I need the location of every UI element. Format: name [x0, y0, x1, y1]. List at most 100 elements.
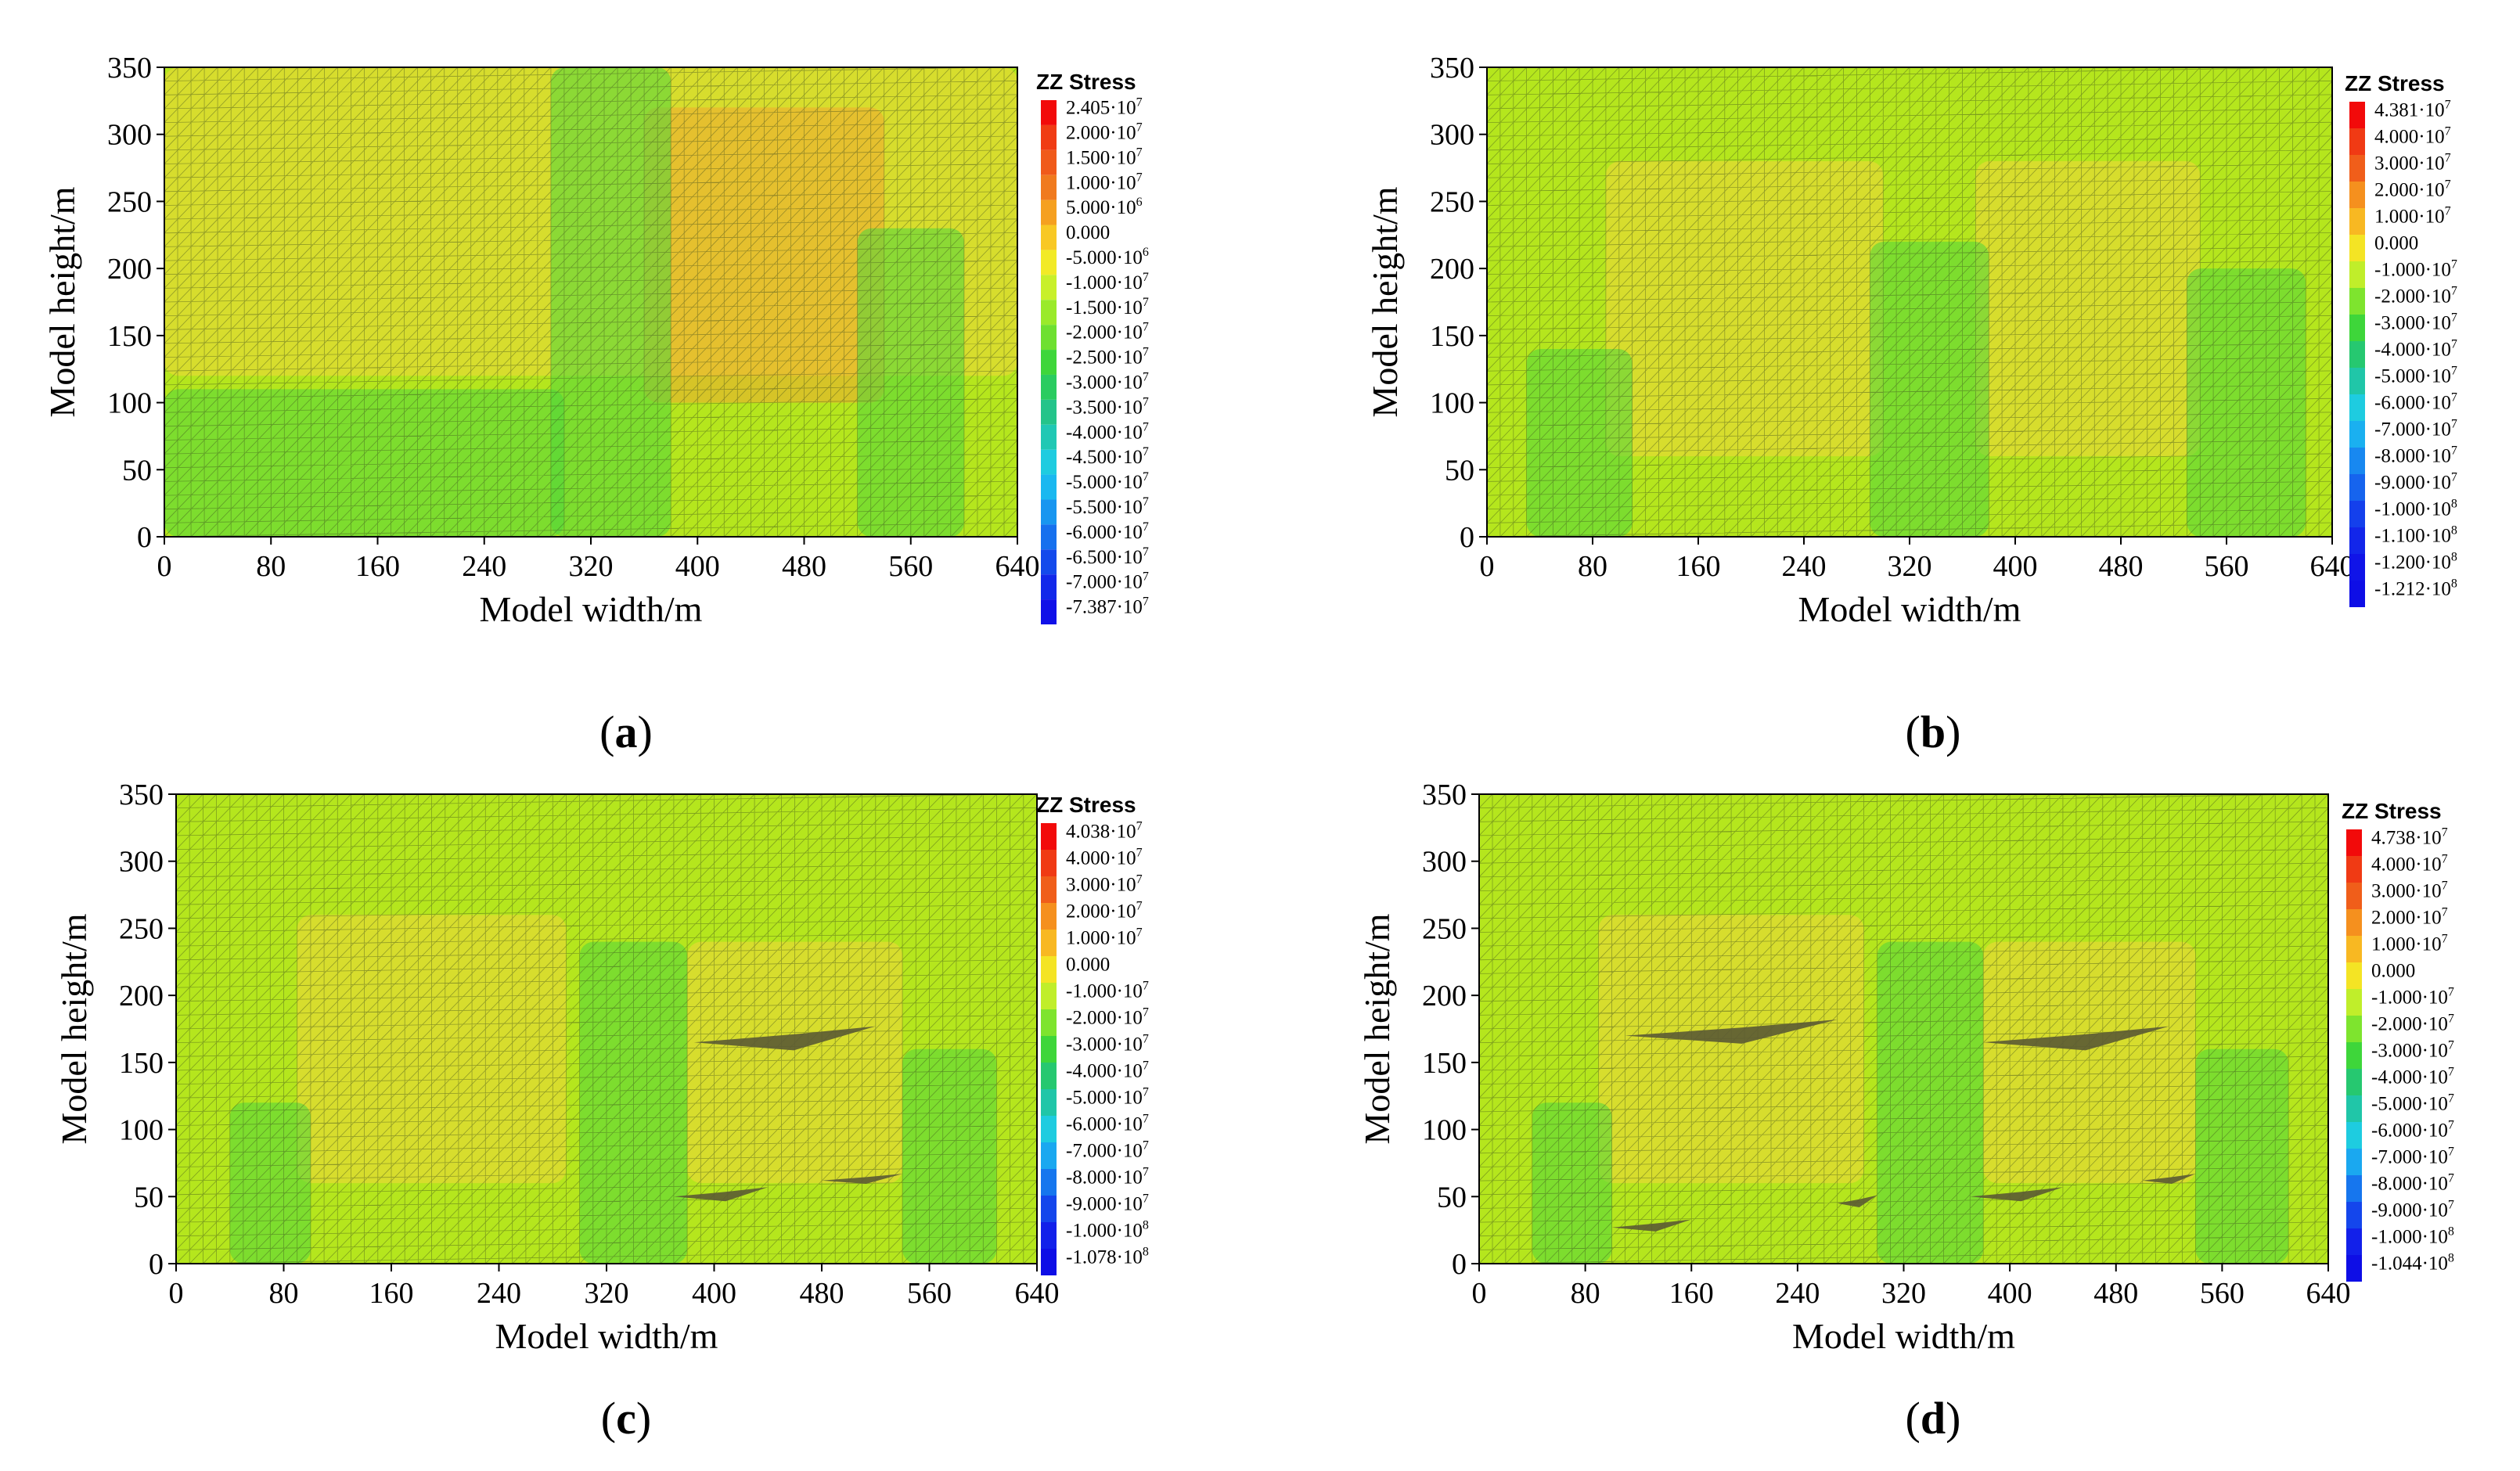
- legend-label: -6.000·107: [2374, 391, 2457, 414]
- legend-swatch: [2346, 1095, 2362, 1122]
- legend-swatch: [2349, 341, 2365, 368]
- stress-field: [176, 794, 1037, 1264]
- legend-swatch: [2346, 1069, 2362, 1095]
- legend-label: 2.000·107: [2371, 906, 2448, 929]
- mesh-path: [1487, 67, 2332, 537]
- y-tick-label: 350: [119, 779, 164, 811]
- stress-zone-warm: [1983, 941, 2196, 1184]
- legend-label: 3.000·107: [2374, 152, 2451, 174]
- goaf-void: [1970, 1187, 2063, 1202]
- x-tick-label: 400: [1993, 550, 2038, 583]
- legend-label: -3.500·107: [1066, 395, 1149, 418]
- legend-label: 1.000·107: [2371, 933, 2448, 955]
- legend-swatch: [2349, 102, 2365, 128]
- mesh-path: [1479, 794, 2328, 1264]
- stress-field: [1479, 794, 2328, 1264]
- legend-label: -1.200·108: [2374, 551, 2457, 574]
- legend-label: -9.000·107: [1066, 1192, 1149, 1215]
- legend-label: -5.000·107: [2374, 365, 2457, 387]
- legend-swatch: [1041, 374, 1057, 400]
- legend-swatch: [1041, 474, 1057, 500]
- y-tick-label: 150: [107, 320, 152, 353]
- x-tick-label: 640: [2306, 1277, 2351, 1310]
- legend-label: 0.000: [2374, 233, 2418, 254]
- stress-zone-cool: [229, 1102, 311, 1264]
- legend-swatch: [2349, 554, 2365, 581]
- x-tick-label: 560: [2205, 550, 2249, 583]
- legend-swatch: [1041, 1089, 1057, 1116]
- legend-swatch: [2346, 1202, 2362, 1228]
- legend-label: -1.000·107: [2374, 258, 2457, 281]
- legend-label: 4.038·107: [1066, 820, 1143, 843]
- legend-label: 3.000·107: [1066, 873, 1143, 896]
- stress-zone-cool: [2195, 1048, 2289, 1264]
- y-tick-label: 50: [1445, 454, 1474, 487]
- x-tick-label: 480: [782, 550, 826, 583]
- legend-label: -6.000·107: [1066, 1113, 1149, 1135]
- x-tick-label: 80: [269, 1277, 299, 1310]
- legend-label: 4.381·107: [2374, 99, 2451, 121]
- y-tick-label: 0: [1460, 521, 1474, 554]
- y-tick-label: 350: [1430, 52, 1474, 85]
- legend-label: -1.078·108: [1066, 1246, 1149, 1268]
- legend-label: 0.000: [1066, 222, 1110, 243]
- x-axis-label: Model width/m: [1798, 589, 2021, 629]
- stress-zone-hot: [644, 107, 884, 403]
- legend-label: -1.000·108: [2371, 1225, 2454, 1248]
- legend-swatch: [2349, 448, 2365, 474]
- legend-swatch: [1041, 850, 1057, 876]
- x-axis-label: Model width/m: [495, 1316, 718, 1356]
- stress-zone-cool: [902, 1048, 997, 1264]
- stress-zone-cool: [1877, 941, 1984, 1264]
- legend-swatch: [2346, 883, 2362, 909]
- x-tick-label: 320: [1881, 1277, 1926, 1310]
- legend-label: -8.000·107: [2374, 444, 2457, 467]
- legend-label: -2.000·107: [1066, 1006, 1149, 1029]
- legend-label: -7.000·107: [1066, 1139, 1149, 1162]
- legend-swatch: [1041, 124, 1057, 150]
- legend-label: -1.000·107: [2371, 986, 2454, 1009]
- legend-swatch: [1041, 599, 1057, 624]
- legend-label: 5.000·106: [1066, 196, 1143, 218]
- legend-label: -5.000·106: [1066, 246, 1149, 268]
- legend-label: 2.405·107: [1066, 96, 1143, 119]
- stress-field: [1487, 67, 2332, 537]
- goaf-void: [1625, 1020, 1838, 1044]
- x-tick-label: 400: [1988, 1277, 2032, 1310]
- y-tick-label: 250: [1430, 185, 1474, 218]
- x-tick-label: 560: [888, 550, 933, 583]
- goaf-void: [1983, 1026, 2169, 1051]
- x-tick-label: 0: [1480, 550, 1495, 583]
- legend-swatch: [2346, 1175, 2362, 1202]
- x-axis-label: Model width/m: [1792, 1316, 2015, 1356]
- mesh-path: [164, 67, 1017, 537]
- stress-zone-cool: [1870, 241, 1989, 537]
- legend-label: -9.000·107: [2374, 471, 2457, 494]
- x-tick-label: 240: [1775, 1277, 1820, 1310]
- y-tick-label: 250: [119, 912, 164, 945]
- y-tick-label: 300: [119, 846, 164, 879]
- x-tick-label: 480: [2099, 550, 2144, 583]
- legend-swatch: [1041, 1249, 1057, 1275]
- legend-swatch: [2346, 856, 2362, 883]
- panel-b: 0 80 160 240 320 400 480 560 640 0 50 100 150 200 250 3…: [1365, 52, 2457, 757]
- panel-d: 0 80 160 240 320 400 480 560 640 0 50 100 150 200 250 3…: [1357, 779, 2454, 1444]
- y-tick-label: 100: [119, 1114, 164, 1147]
- legend-label: 2.000·107: [1066, 900, 1143, 923]
- mesh-lines: [176, 794, 1037, 1264]
- panel-caption: (d): [1906, 1393, 1961, 1444]
- x-tick-label: 400: [692, 1277, 736, 1310]
- legend: ZZ Stress 4.381·107 4.000·107 3.000·107 2.00…: [2345, 71, 2457, 607]
- legend-swatch: [1041, 823, 1057, 850]
- x-tick-label: 160: [369, 1277, 414, 1310]
- legend-swatch: [2349, 527, 2365, 554]
- panel-caption: (b): [1906, 707, 1961, 757]
- legend-label: -2.000·107: [2371, 1012, 2454, 1035]
- legend-swatch: [1041, 174, 1057, 200]
- legend-label: -6.000·107: [2371, 1119, 2454, 1142]
- goaf-void: [693, 1026, 876, 1051]
- legend-swatch: [2349, 421, 2365, 448]
- legend-swatch: [1041, 903, 1057, 930]
- legend-label: -5.500·107: [1066, 495, 1149, 518]
- legend-swatch: [2346, 1042, 2362, 1069]
